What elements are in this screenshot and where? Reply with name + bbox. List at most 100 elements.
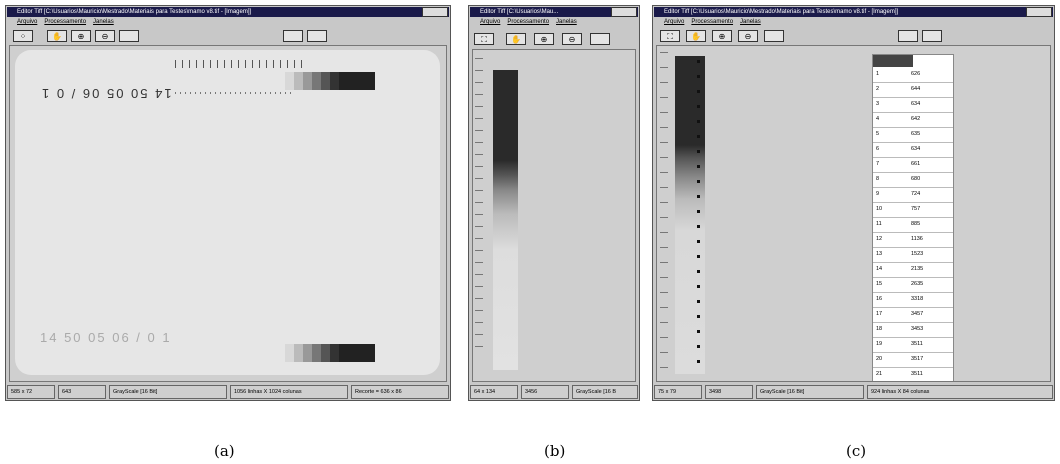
tool-button[interactable]: ⛶ — [474, 33, 494, 45]
table-row: 8680 — [873, 172, 953, 188]
tool-button[interactable]: ✋ — [47, 30, 67, 42]
table-cell: 3453 — [911, 322, 923, 337]
table-cell: 9 — [876, 187, 879, 202]
tool-button[interactable] — [283, 30, 303, 42]
wedge-strip — [493, 70, 518, 370]
window-controls[interactable] — [422, 7, 448, 17]
film-id-faint: 14 50 05 06 / 0 1 — [40, 330, 172, 345]
table-cell: 12 — [876, 232, 882, 247]
menu-item[interactable]: Arquivo — [664, 19, 684, 25]
table-cell: 634 — [911, 97, 920, 112]
tool-button[interactable]: ⊕ — [712, 30, 732, 42]
status-field: 75 x 79 — [654, 385, 702, 399]
tool-button[interactable]: ⊖ — [562, 33, 582, 45]
status-field: 585 x 72 — [7, 385, 55, 399]
table-cell: 2635 — [911, 277, 923, 292]
image-area — [472, 49, 636, 382]
table-row: 3 634 — [873, 97, 953, 113]
sample-points — [697, 60, 700, 370]
tool-button[interactable]: ⊖ — [95, 30, 115, 42]
tool-button[interactable] — [307, 30, 327, 42]
title-bar: Editor Tiff [C:\Usuarios\Mauricio\Mestra… — [7, 7, 449, 17]
status-field: 924 linhas X 84 colunas — [867, 385, 1053, 399]
table-cell: 13 — [876, 247, 882, 262]
table-cell: 885 — [911, 217, 920, 232]
table-row: 13 1523 — [873, 247, 953, 263]
table-row: 7661 — [873, 157, 953, 173]
menu-item[interactable]: Processamento — [44, 19, 86, 25]
table-cell: 4 — [876, 112, 879, 127]
table-cell: 2 — [876, 82, 879, 97]
table-cell: 17 — [876, 307, 882, 322]
table-cell: 635 — [911, 127, 920, 142]
status-bar: 64 x 134 3456 GrayScale [16 B — [470, 385, 638, 399]
status-field: Recorte = 636 x 86 — [351, 385, 449, 399]
wedge-strip — [675, 56, 705, 374]
menu-item[interactable]: Arquivo — [480, 19, 500, 25]
window-controls[interactable] — [611, 7, 637, 17]
table-cell: 757 — [911, 202, 920, 217]
table-row: 163318 — [873, 292, 953, 308]
menu-bar: Arquivo Processamento Janelas — [470, 18, 609, 27]
tool-button[interactable]: ✋ — [686, 30, 706, 42]
table-cell: 19 — [876, 337, 882, 352]
toolbar: ⛶ ✋ ⊕ ⊖ — [654, 28, 1053, 43]
table-cell: 661 — [911, 157, 920, 172]
tool-button[interactable]: ⊕ — [534, 33, 554, 45]
table-row: 11885 — [873, 217, 953, 233]
table-cell: 626 — [911, 67, 920, 82]
tool-button[interactable]: ⊖ — [738, 30, 758, 42]
film-id: 14 50 05 06 / 0 1 — [40, 86, 172, 101]
menu-item[interactable]: Janelas — [740, 19, 761, 25]
tool-button[interactable] — [119, 30, 139, 42]
tool-button[interactable] — [922, 30, 942, 42]
tool-button[interactable] — [764, 30, 784, 42]
menu-item[interactable]: Processamento — [691, 19, 733, 25]
menu-item[interactable]: Arquivo — [17, 19, 37, 25]
tool-button[interactable] — [590, 33, 610, 45]
tool-button[interactable]: ⛶ — [660, 30, 680, 42]
table-row: 15 2635 — [873, 277, 953, 293]
table-cell: 10 — [876, 202, 882, 217]
table-cell: 5 — [876, 127, 879, 142]
menu-item[interactable]: Processamento — [507, 19, 549, 25]
table-row: 18 3453 — [873, 322, 953, 338]
status-field: 3456 — [521, 385, 569, 399]
table-row: 5 635 — [873, 127, 953, 143]
menu-bar: Arquivo Processamento Janelas — [654, 18, 1053, 27]
table-cell: 15 — [876, 277, 882, 292]
table-cell: 18 — [876, 322, 882, 337]
tool-button[interactable]: ⊕ — [71, 30, 91, 42]
table-cell: 3 — [876, 97, 879, 112]
table-cell: 1523 — [911, 247, 923, 262]
film-dots — [175, 92, 295, 94]
table-cell: 21 — [876, 367, 882, 382]
table-cell: 1 — [876, 67, 879, 82]
tool-button[interactable]: ✋ — [506, 33, 526, 45]
tool-button[interactable]: ⁘ — [13, 30, 33, 42]
table-cell: 724 — [911, 187, 920, 202]
film: 14 50 05 06 / 0 1 14 50 05 06 / 0 1 — [15, 50, 440, 375]
table-cell: 3517 — [911, 352, 923, 367]
status-bar: 75 x 79 3498 GrayScale [16 Bit] 924 linh… — [654, 385, 1053, 399]
menu-item[interactable]: Janelas — [556, 19, 577, 25]
image-area: 1626264436344642563566347661868097241075… — [656, 45, 1051, 382]
table-cell: 20 — [876, 352, 882, 367]
tool-button[interactable] — [898, 30, 918, 42]
table-cell: 6 — [876, 142, 879, 157]
status-field: GrayScale [16 Bit] — [109, 385, 227, 399]
table-cell: 2135 — [911, 262, 923, 277]
table-header — [873, 55, 913, 67]
table-row: 21 3511 — [873, 367, 953, 382]
table-row: 19 3511 — [873, 337, 953, 353]
window-controls[interactable] — [1026, 7, 1052, 17]
menu-item[interactable]: Janelas — [93, 19, 114, 25]
table-cell: 3511 — [911, 337, 923, 352]
caption: (c) — [846, 442, 866, 460]
table-cell: 3511 — [911, 367, 923, 382]
